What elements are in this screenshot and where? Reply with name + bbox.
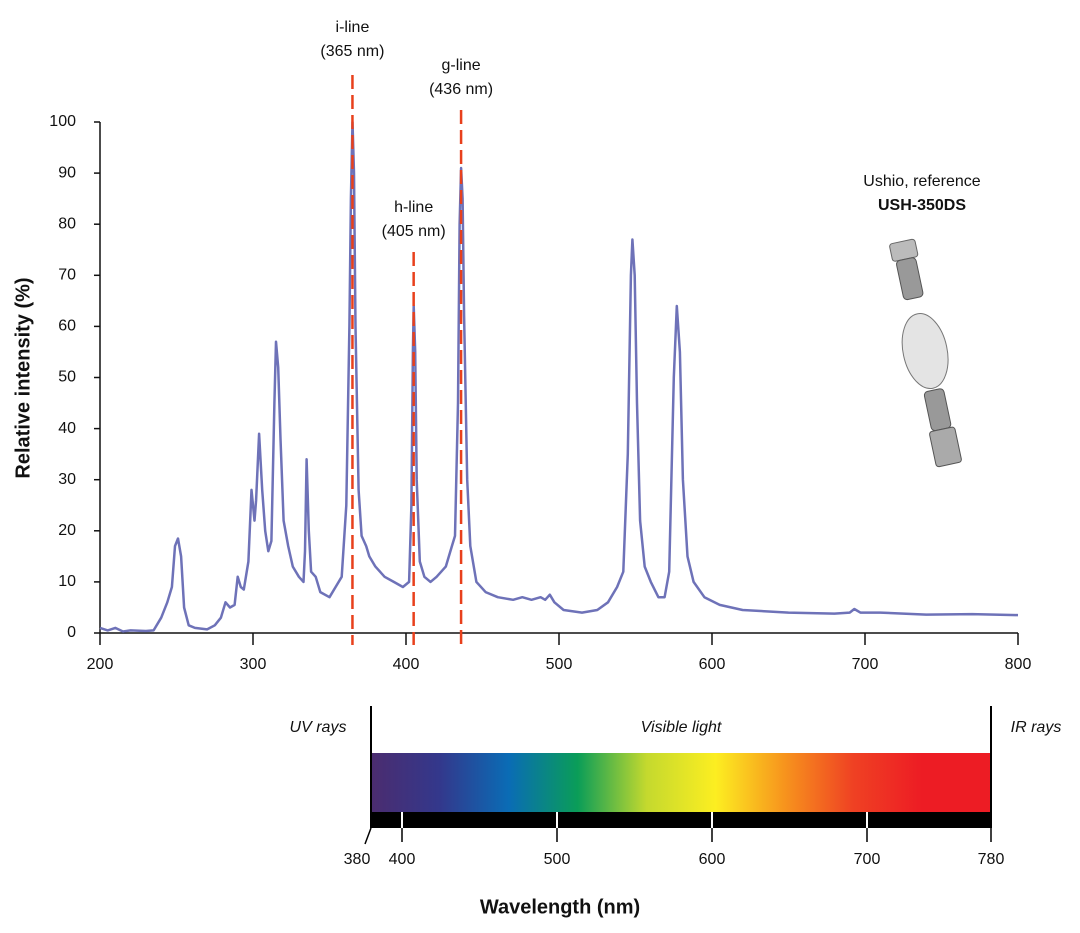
annotation-label: h-line [394, 199, 433, 216]
annotation-sublabel: (365 nm) [320, 43, 384, 60]
annotation-sublabel: (405 nm) [382, 223, 446, 240]
image-caption: Ushio, reference [863, 173, 980, 190]
x-axis-label: Wavelength (nm) [480, 896, 640, 918]
y-tick-label: 20 [58, 522, 76, 539]
x-tick-label: 800 [1005, 656, 1032, 673]
x-tick-label: 380 [344, 851, 371, 868]
x-tick-label: 780 [978, 851, 1005, 868]
y-tick-label: 90 [58, 164, 76, 181]
image-title: USH-350DS [878, 197, 966, 214]
x-tick-label: 500 [546, 656, 573, 673]
y-axis-label: Relative intensity (%) [12, 277, 34, 478]
annotation-label: i-line [336, 19, 370, 36]
lamp-image [889, 238, 962, 468]
y-tick-label: 80 [58, 215, 76, 232]
visible-spectrum [371, 753, 991, 812]
x-tick-label: 700 [852, 656, 879, 673]
region-label: UV rays [290, 719, 347, 736]
x-tick-label: 600 [699, 851, 726, 868]
spectrum-line [99, 120, 1019, 633]
x-tick-label: 400 [393, 656, 420, 673]
x-tick-label: 200 [87, 656, 114, 673]
x-tick [364, 827, 372, 845]
x-tick-label: 300 [240, 656, 267, 673]
x-tick-label: 600 [699, 656, 726, 673]
wavelength-bar [371, 812, 991, 828]
x-tick-label: 500 [544, 851, 571, 868]
region-label: Visible light [641, 719, 722, 736]
y-tick-label: 10 [58, 573, 76, 590]
y-tick-label: 30 [58, 471, 76, 488]
annotation-sublabel: (436 nm) [429, 81, 493, 98]
y-tick-label: 40 [58, 420, 76, 437]
region-label: IR rays [1011, 719, 1062, 736]
y-tick-label: 50 [58, 369, 76, 386]
y-tick-label: 70 [58, 267, 76, 284]
annotation-label: g-line [442, 57, 481, 74]
y-tick-label: 100 [49, 113, 76, 130]
x-tick-label: 400 [389, 851, 416, 868]
y-tick-label: 60 [58, 318, 76, 335]
x-tick-label: 700 [854, 851, 881, 868]
y-tick-label: 0 [67, 624, 76, 641]
